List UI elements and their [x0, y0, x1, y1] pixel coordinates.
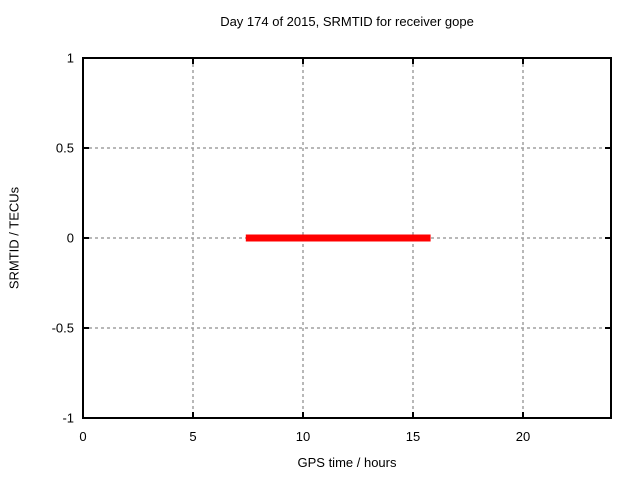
x-tick-label: 0 — [79, 429, 86, 444]
x-tick-label: 10 — [296, 429, 310, 444]
y-tick-label: 1 — [67, 51, 74, 66]
x-tick-label: 15 — [406, 429, 420, 444]
y-tick-label: 0 — [67, 231, 74, 246]
y-tick-label: -1 — [62, 411, 74, 426]
y-tick-label: -0.5 — [52, 321, 74, 336]
chart-title: Day 174 of 2015, SRMTID for receiver gop… — [220, 14, 474, 29]
plot-frame — [82, 57, 612, 419]
x-axis-label: GPS time / hours — [297, 455, 397, 470]
y-tick-label: 0.5 — [56, 141, 74, 156]
y-axis-label: SRMTID / TECUs — [6, 186, 22, 290]
x-tick-label: 5 — [189, 429, 196, 444]
x-tick-label: 20 — [516, 429, 530, 444]
